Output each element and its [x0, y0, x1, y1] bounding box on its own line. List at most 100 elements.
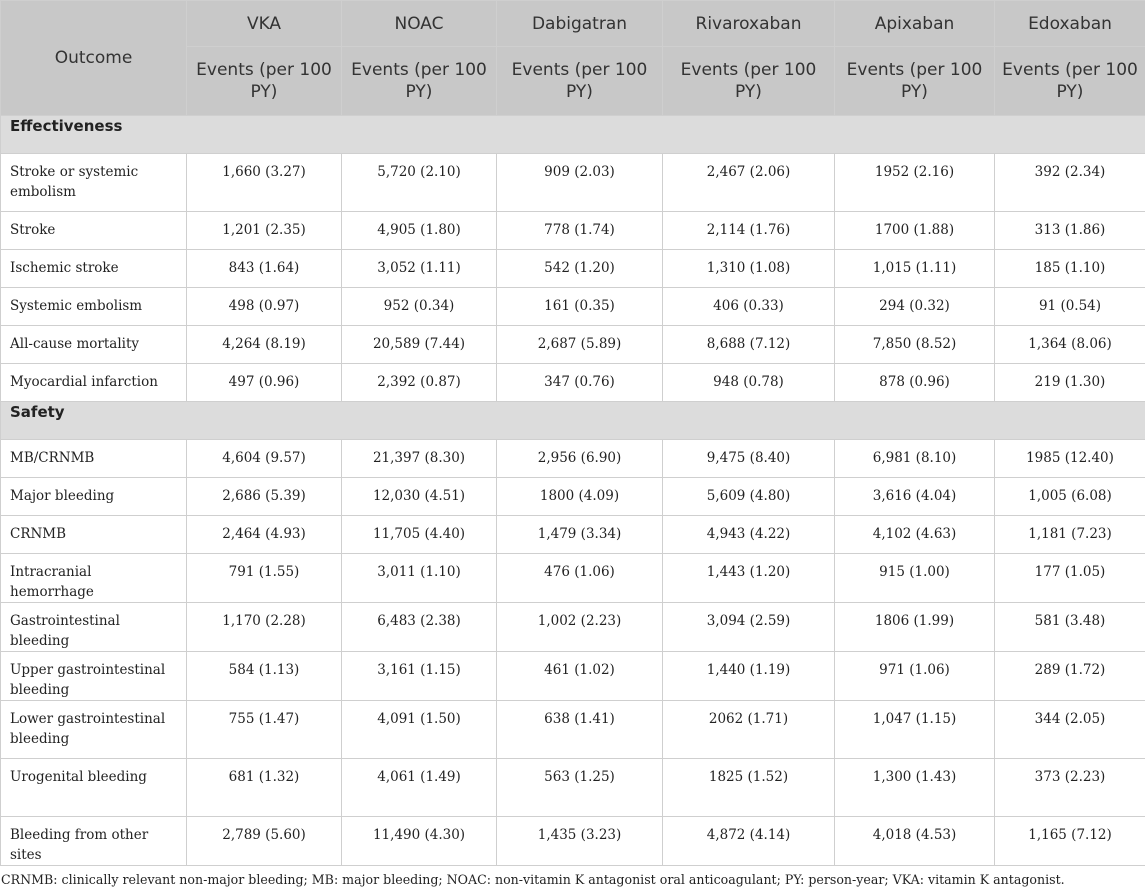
value-cell: 1700 (1.88) — [835, 212, 995, 250]
value-cell: 638 (1.41) — [497, 701, 663, 759]
value-cell: 1,479 (3.34) — [497, 516, 663, 554]
value-cell: 1,015 (1.11) — [835, 250, 995, 288]
value-cell: 1,443 (1.20) — [663, 554, 835, 603]
value-cell: 791 (1.55) — [187, 554, 342, 603]
outcome-column-header: Outcome — [1, 1, 187, 116]
value-cell: 9,475 (8.40) — [663, 440, 835, 478]
value-cell: 12,030 (4.51) — [342, 478, 497, 516]
value-cell: 2,464 (4.93) — [187, 516, 342, 554]
outcome-cell: Gastrointestinal bleeding — [1, 603, 187, 652]
value-cell: 392 (2.34) — [995, 154, 1145, 212]
outcome-cell: Upper gastrointestinal bleeding — [1, 652, 187, 701]
value-cell: 344 (2.05) — [995, 701, 1145, 759]
value-cell: 843 (1.64) — [187, 250, 342, 288]
value-cell: 1,364 (8.06) — [995, 326, 1145, 364]
section-title: Safety — [1, 402, 1145, 440]
table-header: Outcome VKA NOAC Dabigatran Rivaroxaban … — [1, 1, 1145, 116]
value-cell: 3,616 (4.04) — [835, 478, 995, 516]
value-cell: 20,589 (7.44) — [342, 326, 497, 364]
events-subheader: Events (per 100 PY) — [663, 47, 835, 116]
value-cell: 952 (0.34) — [342, 288, 497, 326]
value-cell: 4,604 (9.57) — [187, 440, 342, 478]
value-cell: 2,392 (0.87) — [342, 364, 497, 402]
value-cell: 294 (0.32) — [835, 288, 995, 326]
outcome-cell: Myocardial infarction — [1, 364, 187, 402]
value-cell: 177 (1.05) — [995, 554, 1145, 603]
value-cell: 4,018 (4.53) — [835, 817, 995, 866]
column-header-apixaban: Apixaban — [835, 1, 995, 47]
value-cell: 6,483 (2.38) — [342, 603, 497, 652]
value-cell: 2,114 (1.76) — [663, 212, 835, 250]
value-cell: 185 (1.10) — [995, 250, 1145, 288]
value-cell: 755 (1.47) — [187, 701, 342, 759]
value-cell: 778 (1.74) — [497, 212, 663, 250]
outcome-cell: Lower gastrointestinal bleeding — [1, 701, 187, 759]
value-cell: 313 (1.86) — [995, 212, 1145, 250]
value-cell: 161 (0.35) — [497, 288, 663, 326]
outcome-cell: Stroke or systemic embolism — [1, 154, 187, 212]
outcome-cell: Stroke — [1, 212, 187, 250]
value-cell: 4,264 (8.19) — [187, 326, 342, 364]
value-cell: 563 (1.25) — [497, 759, 663, 817]
outcome-cell: All-cause mortality — [1, 326, 187, 364]
value-cell: 1,170 (2.28) — [187, 603, 342, 652]
value-cell: 1,047 (1.15) — [835, 701, 995, 759]
value-cell: 8,688 (7.12) — [663, 326, 835, 364]
outcomes-table: Outcome VKA NOAC Dabigatran Rivaroxaban … — [0, 0, 1145, 866]
value-cell: 21,397 (8.30) — [342, 440, 497, 478]
events-subheader: Events (per 100 PY) — [342, 47, 497, 116]
value-cell: 5,609 (4.80) — [663, 478, 835, 516]
value-cell: 1,310 (1.08) — [663, 250, 835, 288]
outcome-cell: Urogenital bleeding — [1, 759, 187, 817]
value-cell: 7,850 (8.52) — [835, 326, 995, 364]
value-cell: 5,720 (2.10) — [342, 154, 497, 212]
column-header-noac: NOAC — [342, 1, 497, 47]
value-cell: 3,011 (1.10) — [342, 554, 497, 603]
value-cell: 948 (0.78) — [663, 364, 835, 402]
value-cell: 4,102 (4.63) — [835, 516, 995, 554]
value-cell: 1,181 (7.23) — [995, 516, 1145, 554]
value-cell: 1,201 (2.35) — [187, 212, 342, 250]
value-cell: 1,005 (6.08) — [995, 478, 1145, 516]
outcome-cell: Ischemic stroke — [1, 250, 187, 288]
value-cell: 476 (1.06) — [497, 554, 663, 603]
value-cell: 289 (1.72) — [995, 652, 1145, 701]
value-cell: 2,467 (2.06) — [663, 154, 835, 212]
value-cell: 4,091 (1.50) — [342, 701, 497, 759]
value-cell: 11,490 (4.30) — [342, 817, 497, 866]
value-cell: 4,061 (1.49) — [342, 759, 497, 817]
value-cell: 347 (0.76) — [497, 364, 663, 402]
outcome-cell: CRNMB — [1, 516, 187, 554]
value-cell: 2062 (1.71) — [663, 701, 835, 759]
value-cell: 878 (0.96) — [835, 364, 995, 402]
section-row: Effectiveness — [1, 116, 1145, 154]
value-cell: 1,435 (3.23) — [497, 817, 663, 866]
value-cell: 3,052 (1.11) — [342, 250, 497, 288]
column-header-rivaroxaban: Rivaroxaban — [663, 1, 835, 47]
value-cell: 2,687 (5.89) — [497, 326, 663, 364]
value-cell: 4,943 (4.22) — [663, 516, 835, 554]
value-cell: 2,686 (5.39) — [187, 478, 342, 516]
section-title: Effectiveness — [1, 116, 1145, 154]
outcome-cell: Systemic embolism — [1, 288, 187, 326]
value-cell: 1806 (1.99) — [835, 603, 995, 652]
value-cell: 1985 (12.40) — [995, 440, 1145, 478]
value-cell: 1952 (2.16) — [835, 154, 995, 212]
value-cell: 1800 (4.09) — [497, 478, 663, 516]
outcome-cell: MB/CRNMB — [1, 440, 187, 478]
section-row: Safety — [1, 402, 1145, 440]
value-cell: 1,660 (3.27) — [187, 154, 342, 212]
